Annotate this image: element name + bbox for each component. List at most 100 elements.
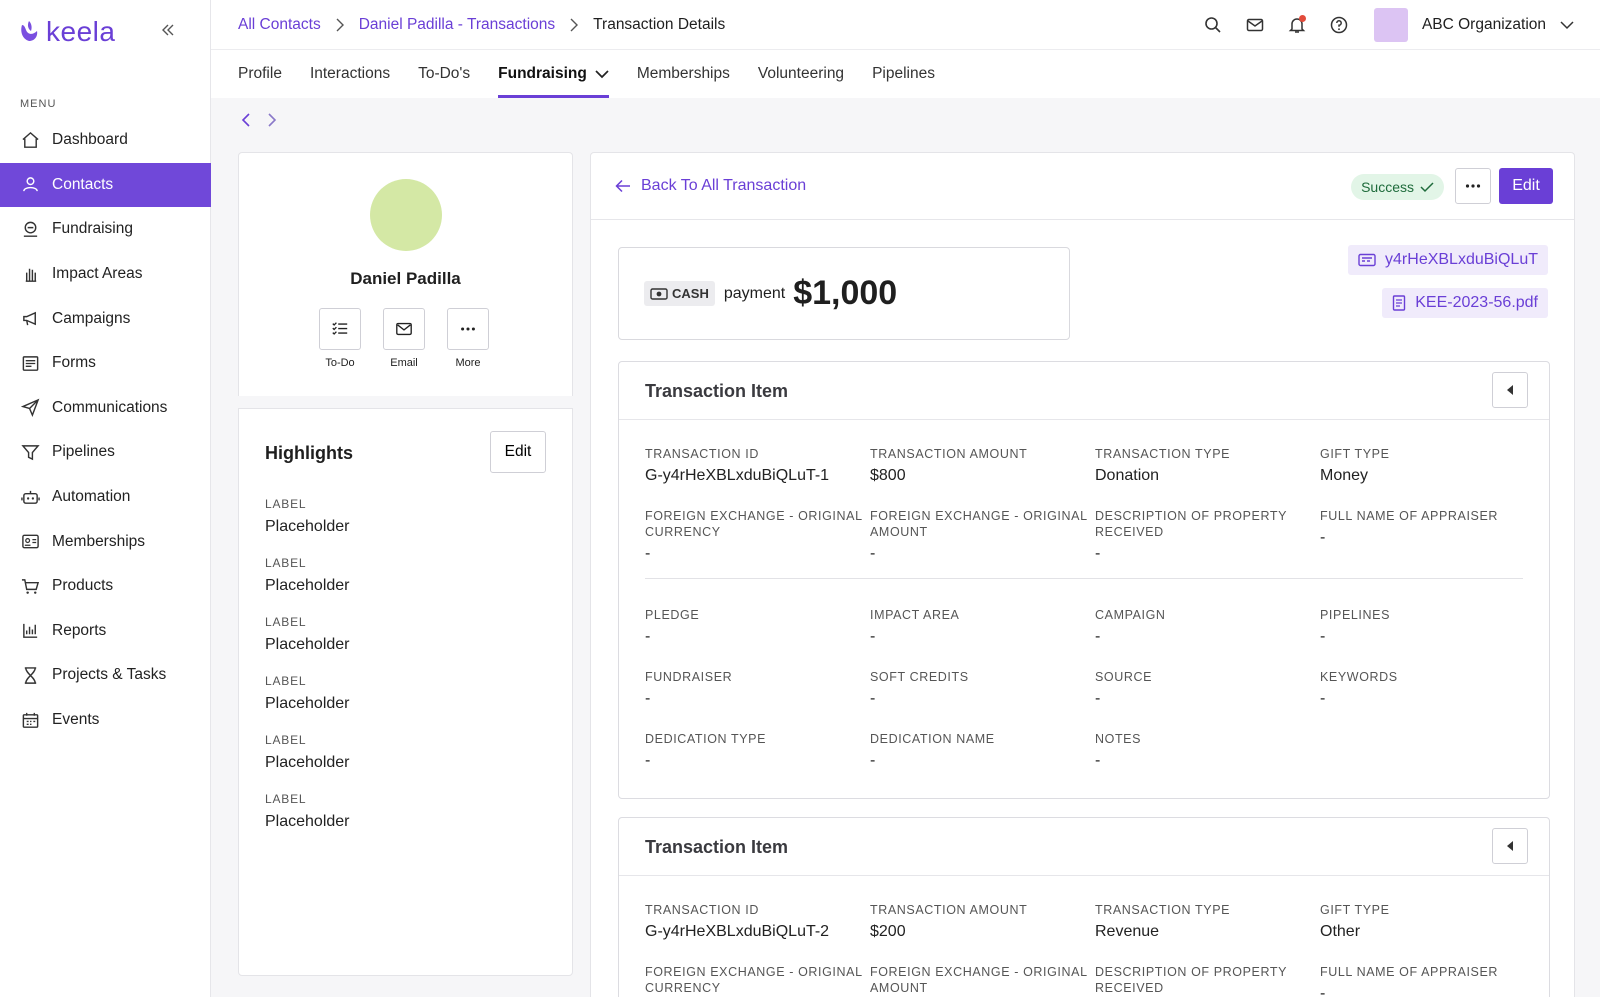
sidebar-item-campaigns[interactable]: Campaigns bbox=[0, 296, 211, 341]
help-button[interactable] bbox=[1318, 0, 1360, 50]
transaction-field: KEYWORDS - bbox=[1320, 669, 1545, 731]
highlight-label: LABEL bbox=[265, 615, 307, 629]
previous-record-button[interactable] bbox=[240, 112, 252, 128]
field-label: FOREIGN EXCHANGE - ORIGINAL AMOUNT bbox=[870, 509, 1088, 539]
sidebar-item-icon bbox=[20, 665, 40, 685]
sidebar-item-icon bbox=[20, 621, 40, 641]
action-label: Email bbox=[390, 357, 418, 369]
collapse-item-button[interactable] bbox=[1492, 828, 1528, 864]
to-do-button[interactable] bbox=[319, 308, 361, 350]
collapse-sidebar-button[interactable] bbox=[160, 22, 176, 38]
breadcrumb-all-contacts[interactable]: All Contacts bbox=[238, 16, 321, 33]
chevron-right-icon bbox=[569, 18, 579, 32]
highlight-item: LABEL Placeholder bbox=[265, 497, 350, 556]
transaction-field: FULL NAME OF APPRAISER - bbox=[1320, 964, 1545, 997]
tab-fundraising[interactable]: Fundraising bbox=[498, 50, 609, 98]
receipt-file-chip[interactable]: KEE-2023-56.pdf bbox=[1382, 288, 1548, 318]
sidebar-item-communications[interactable]: Communications bbox=[0, 386, 211, 431]
sidebar-item-projects-tasks[interactable]: Projects & Tasks bbox=[0, 653, 211, 698]
more-button[interactable] bbox=[447, 308, 489, 350]
help-icon bbox=[1330, 16, 1348, 34]
cash-icon bbox=[650, 287, 668, 300]
tab-label: Interactions bbox=[309, 65, 391, 82]
notifications-button[interactable] bbox=[1276, 0, 1318, 50]
sidebar-item-label: Dashboard bbox=[52, 131, 128, 149]
breadcrumb-transactions[interactable]: Daniel Padilla - Transactions bbox=[358, 16, 556, 33]
highlight-label: LABEL bbox=[265, 497, 307, 511]
highlight-value: Placeholder bbox=[265, 695, 350, 712]
sidebar-item-impact-areas[interactable]: Impact Areas bbox=[0, 252, 211, 297]
tab-pipelines[interactable]: Pipelines bbox=[872, 50, 935, 98]
next-record-button[interactable] bbox=[266, 112, 278, 128]
hand-icon bbox=[25, 268, 36, 282]
transaction-field: FOREIGN EXCHANGE - ORIGINAL CURRENCY - bbox=[645, 508, 870, 570]
tab-interactions[interactable]: Interactions bbox=[310, 50, 390, 98]
field-value: G-y4rHeXBLxduBiQLuT-1 bbox=[645, 467, 830, 484]
sidebar-item-icon bbox=[20, 442, 40, 462]
sidebar-item-reports[interactable]: Reports bbox=[0, 609, 211, 654]
sidebar-item-dashboard[interactable]: Dashboard bbox=[0, 118, 211, 163]
collapse-item-button[interactable] bbox=[1492, 372, 1528, 408]
sidebar: keela MENU Dashboard Contacts Fundraising I… bbox=[0, 0, 211, 997]
transaction-item-title: Transaction Item bbox=[645, 381, 789, 401]
sidebar-item-fundraising[interactable]: Fundraising bbox=[0, 207, 211, 252]
organization-switcher[interactable]: ABC Organization bbox=[1373, 8, 1600, 42]
field-label: GIFT TYPE bbox=[1320, 903, 1390, 917]
more-action[interactable]: More bbox=[447, 308, 489, 369]
tab-profile[interactable]: Profile bbox=[238, 50, 282, 98]
highlight-label: LABEL bbox=[265, 733, 307, 747]
highlight-item: LABEL Placeholder bbox=[265, 674, 350, 733]
search-button[interactable] bbox=[1192, 0, 1234, 50]
field-value: - bbox=[645, 690, 651, 707]
field-label: TRANSACTION ID bbox=[645, 447, 759, 461]
field-label: PLEDGE bbox=[645, 608, 700, 622]
sidebar-item-events[interactable]: Events bbox=[0, 698, 211, 743]
sidebar-item-label: Impact Areas bbox=[52, 265, 143, 283]
org-name: ABC Organization bbox=[1421, 16, 1546, 33]
highlight-item: LABEL Placeholder bbox=[265, 792, 350, 851]
back-to-transactions-link[interactable]: Back To All Transaction bbox=[615, 177, 806, 195]
field-label: NOTES bbox=[1095, 732, 1142, 746]
transaction-field: DESCRIPTION OF PROPERTY RECEIVED - bbox=[1095, 508, 1320, 570]
tab-memberships[interactable]: Memberships bbox=[637, 50, 730, 98]
transaction-item-header: Transaction Item bbox=[619, 362, 1549, 420]
tab-volunteering[interactable]: Volunteering bbox=[758, 50, 844, 98]
tab-label: Memberships bbox=[636, 65, 730, 82]
form-icon bbox=[22, 355, 38, 371]
email-action[interactable]: Email bbox=[383, 308, 425, 369]
highlight-value: Placeholder bbox=[265, 577, 350, 594]
to-do-action[interactable]: To-Do bbox=[319, 308, 361, 369]
more-options-button[interactable] bbox=[1455, 168, 1491, 204]
sidebar-item-memberships[interactable]: Memberships bbox=[0, 519, 211, 564]
field-label: DESCRIPTION OF PROPERTY RECEIVED bbox=[1095, 965, 1287, 995]
highlight-value: Placeholder bbox=[265, 754, 350, 771]
edit-transaction-button[interactable]: Edit bbox=[1499, 168, 1553, 204]
highlight-item: LABEL Placeholder bbox=[265, 615, 350, 674]
field-label: TRANSACTION AMOUNT bbox=[870, 903, 1028, 917]
transaction-item: Transaction Item TRANSACTION ID G-y4rHeXBL… bbox=[618, 817, 1550, 997]
messages-button[interactable] bbox=[1234, 0, 1276, 50]
transaction-item: Transaction Item TRANSACTION ID G-y4rHeXBL… bbox=[618, 361, 1550, 799]
sidebar-item-icon bbox=[20, 710, 40, 730]
field-label: CAMPAIGN bbox=[1095, 608, 1166, 622]
sidebar-item-icon bbox=[20, 576, 40, 596]
email-button[interactable] bbox=[383, 308, 425, 350]
sidebar-item-forms[interactable]: Forms bbox=[0, 341, 211, 386]
highlights-edit-button[interactable]: Edit bbox=[490, 431, 546, 473]
sidebar-item-pipelines[interactable]: Pipelines bbox=[0, 430, 211, 475]
contact-profile-card: Daniel Padilla To-Do Email More bbox=[238, 152, 573, 396]
logo[interactable]: keela bbox=[18, 16, 115, 48]
caret-left-icon bbox=[1507, 385, 1513, 395]
logo-text: keela bbox=[46, 16, 116, 47]
highlight-item: LABEL Placeholder bbox=[265, 556, 350, 615]
field-label: TRANSACTION ID bbox=[645, 903, 759, 917]
transaction-reference-chip[interactable]: y4rHeXBLxduBiQLuT bbox=[1348, 245, 1548, 275]
field-label: FOREIGN EXCHANGE - ORIGINAL CURRENCY bbox=[645, 509, 863, 539]
sidebar-item-automation[interactable]: Automation bbox=[0, 475, 211, 520]
transaction-field: TRANSACTION TYPE Donation bbox=[1095, 446, 1320, 508]
sidebar-item-products[interactable]: Products bbox=[0, 564, 211, 609]
tab-to-do-s[interactable]: To-Do's bbox=[418, 50, 470, 98]
back-label: Back To All Transaction bbox=[641, 177, 807, 194]
keela-logo-icon bbox=[21, 21, 38, 41]
sidebar-item-contacts[interactable]: Contacts bbox=[0, 162, 211, 208]
